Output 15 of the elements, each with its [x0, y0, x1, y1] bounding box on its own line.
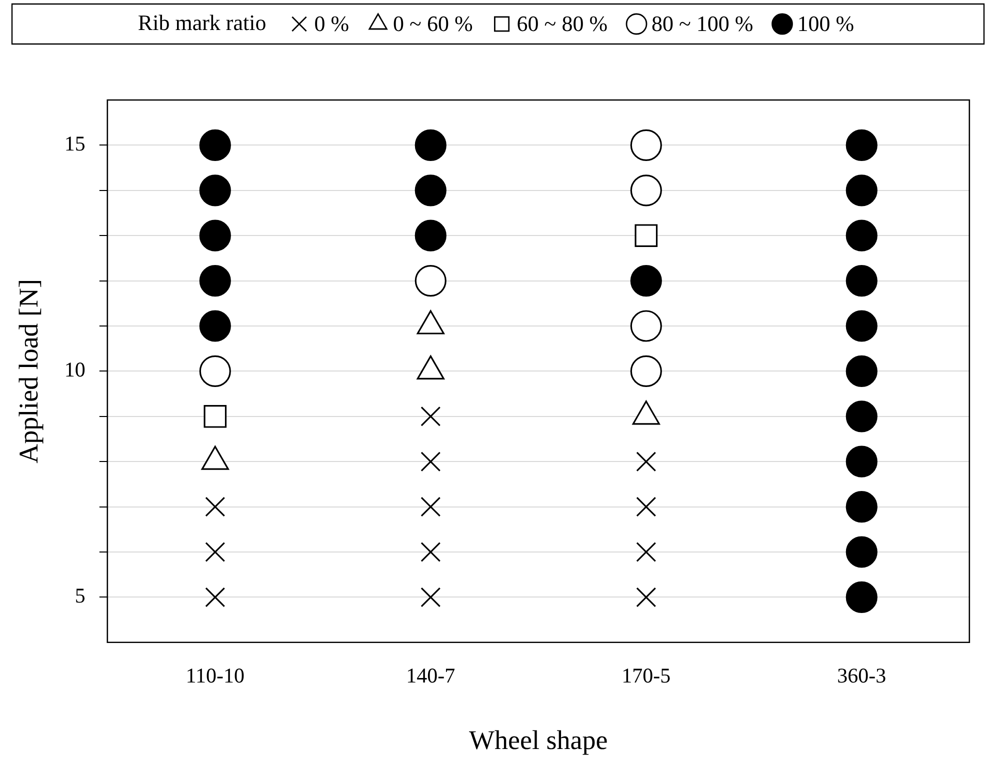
legend-title: Rib mark ratio: [138, 10, 266, 35]
y-tick-label: 10: [64, 358, 86, 382]
legend-label: 60 ~ 80 %: [516, 10, 608, 36]
legend-label: 100 %: [797, 10, 854, 36]
x-tick-label: 140-7: [406, 664, 456, 688]
y-tick-label: 5: [74, 584, 86, 608]
x-tick-label: 110-10: [186, 664, 245, 688]
x-tick-label: 170-5: [622, 664, 671, 688]
legend-label: 0 %: [314, 10, 350, 36]
legend-label: 0 ~ 60 %: [393, 10, 473, 36]
x-tick-label: 360-3: [837, 664, 886, 688]
x-axis-title: Wheel shape: [469, 724, 608, 755]
legend-label: 80 ~ 100 %: [652, 10, 754, 36]
y-tick-label: 15: [64, 132, 86, 156]
y-axis-title: Applied load [N]: [13, 278, 44, 464]
